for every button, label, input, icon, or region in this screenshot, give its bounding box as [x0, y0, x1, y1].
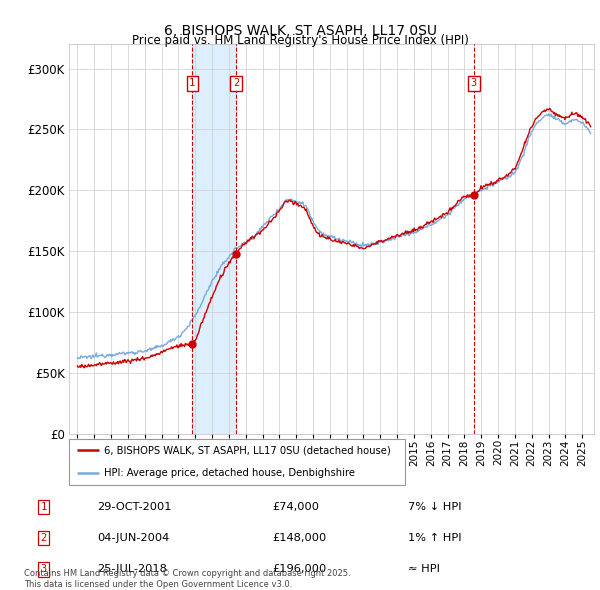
FancyBboxPatch shape	[69, 439, 405, 485]
Text: 25-JUL-2018: 25-JUL-2018	[97, 564, 167, 574]
Text: 04-JUN-2004: 04-JUN-2004	[97, 533, 170, 543]
Text: Contains HM Land Registry data © Crown copyright and database right 2025.
This d: Contains HM Land Registry data © Crown c…	[24, 569, 350, 589]
Text: £74,000: £74,000	[272, 502, 319, 512]
Text: 2: 2	[41, 533, 47, 543]
Text: 29-OCT-2001: 29-OCT-2001	[97, 502, 172, 512]
Text: HPI: Average price, detached house, Denbighshire: HPI: Average price, detached house, Denb…	[104, 468, 355, 478]
Text: 1: 1	[189, 78, 196, 88]
Text: £148,000: £148,000	[272, 533, 326, 543]
Text: 1% ↑ HPI: 1% ↑ HPI	[407, 533, 461, 543]
Bar	[193, 44, 236, 434]
Text: 1: 1	[41, 502, 47, 512]
Text: 2: 2	[233, 78, 239, 88]
Text: 6, BISHOPS WALK, ST ASAPH, LL17 0SU (detached house): 6, BISHOPS WALK, ST ASAPH, LL17 0SU (det…	[104, 445, 391, 455]
Text: 6, BISHOPS WALK, ST ASAPH, LL17 0SU: 6, BISHOPS WALK, ST ASAPH, LL17 0SU	[163, 24, 437, 38]
Text: ≈ HPI: ≈ HPI	[407, 564, 440, 574]
Text: 7% ↓ HPI: 7% ↓ HPI	[407, 502, 461, 512]
Text: 3: 3	[471, 78, 477, 88]
Text: Price paid vs. HM Land Registry's House Price Index (HPI): Price paid vs. HM Land Registry's House …	[131, 34, 469, 47]
Text: 3: 3	[41, 564, 47, 574]
Text: £196,000: £196,000	[272, 564, 326, 574]
